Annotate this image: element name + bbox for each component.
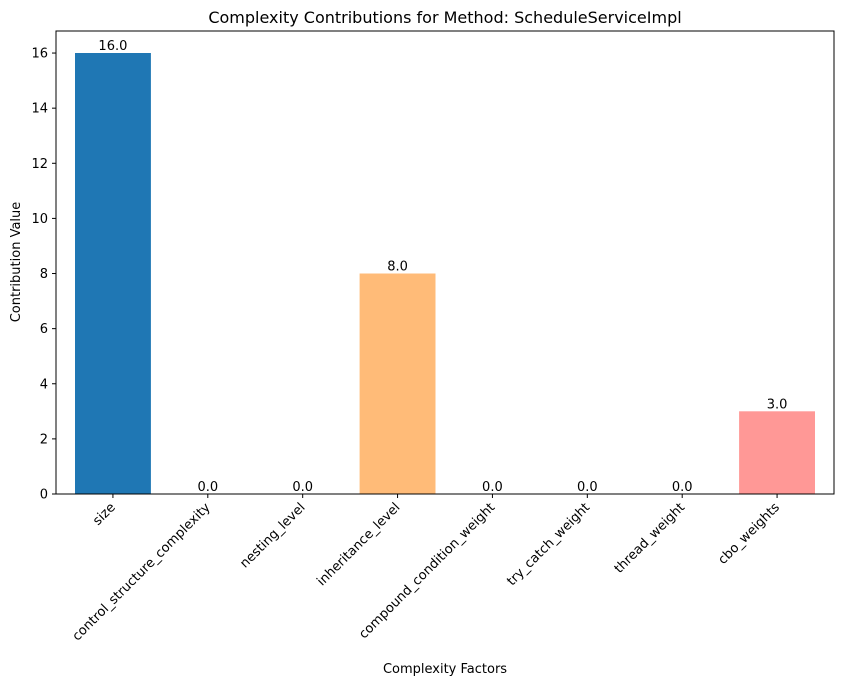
x-tick-label-size: size xyxy=(90,500,118,528)
y-tick-label: 14 xyxy=(31,102,48,117)
plot-frame xyxy=(55,30,835,495)
value-label-control-structure-complexity: 0.0 xyxy=(197,480,218,495)
chart-title: Complexity Contributions for Method: Sch… xyxy=(208,8,681,27)
value-label-cbo-weights: 3.0 xyxy=(767,397,788,412)
value-label-thread-weight: 0.0 xyxy=(672,480,693,495)
y-axis-label: Contribution Value xyxy=(9,202,24,323)
y-tick-label: 2 xyxy=(40,432,48,447)
x-tick-label-thread-weight: thread_weight xyxy=(612,500,688,576)
x-tick-label-control-structure-complexity: control_structure_complexity xyxy=(70,500,214,644)
x-tick-label-cbo-weights: cbo_weights xyxy=(715,500,783,568)
value-label-size: 16.0 xyxy=(98,39,127,54)
x-tick-label-inheritance-level: inheritance_level xyxy=(314,500,403,589)
y-tick-label: 12 xyxy=(31,157,48,172)
bar-inheritance-level xyxy=(359,273,436,494)
y-tick-label: 10 xyxy=(31,212,48,227)
y-tick-label: 4 xyxy=(40,377,48,392)
x-axis-label: Complexity Factors xyxy=(383,662,507,677)
x-tick-label-try-catch-weight: try_catch_weight xyxy=(504,500,593,589)
bars-layer: 16.0 0.0 0.0 8.0 0.0 0.0 0.0 3.0 xyxy=(75,39,815,495)
value-label-inheritance-level: 8.0 xyxy=(387,260,408,275)
bar-cbo-weights xyxy=(739,411,815,494)
y-tick-label: 16 xyxy=(31,47,48,62)
y-axis: 0 2 4 6 8 10 12 14 16 xyxy=(31,47,56,503)
y-tick-label: 8 xyxy=(40,267,48,282)
value-label-nesting-level: 0.0 xyxy=(292,480,313,495)
value-label-compound-condition-weight: 0.0 xyxy=(482,480,503,495)
y-tick-label: 6 xyxy=(40,322,48,337)
y-tick-label: 0 xyxy=(40,488,48,503)
value-label-try-catch-weight: 0.0 xyxy=(577,480,598,495)
bar-size xyxy=(75,53,151,494)
x-tick-label-nesting-level: nesting_level xyxy=(237,500,308,571)
